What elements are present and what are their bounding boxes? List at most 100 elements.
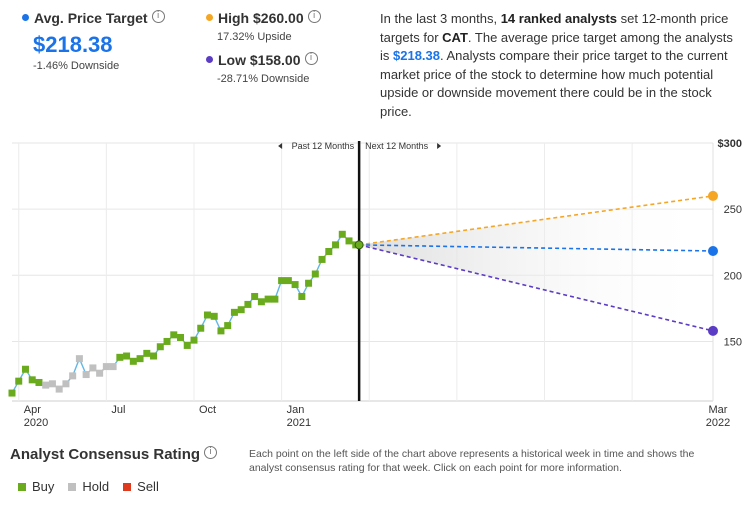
x-tick-label: Oct (199, 404, 216, 416)
rating-point-buy[interactable] (21, 365, 29, 373)
rating-point-buy[interactable] (123, 352, 131, 360)
rating-point-hold[interactable] (96, 369, 104, 377)
rating-point-buy[interactable] (177, 333, 185, 341)
para-analysts: 14 ranked analysts (500, 11, 618, 26)
rating-point-buy[interactable] (291, 281, 299, 289)
rating-point-buy[interactable] (217, 327, 225, 335)
rating-point-buy[interactable] (150, 352, 158, 360)
rating-point-buy[interactable] (311, 270, 319, 278)
para-text: . The average price target among the ana… (380, 29, 733, 64)
rating-point-buy[interactable] (116, 353, 124, 361)
rating-point-buy[interactable] (244, 300, 252, 308)
rating-point-buy[interactable] (203, 311, 211, 319)
next-12-months-label: Next 12 Months (365, 141, 429, 151)
price-target-chart: Past 12 Months Next 12 Months $300 250 200 15… (8, 138, 742, 429)
legend-sell: Sell (123, 479, 159, 494)
x-tick-label: Apr (24, 404, 41, 416)
rating-point-buy[interactable] (197, 324, 205, 332)
rating-point-buy[interactable] (318, 255, 326, 263)
x-tick-year: 2021 (287, 417, 311, 429)
rating-point-buy[interactable] (136, 355, 144, 363)
avg-price-target-label: Avg. Price Target (34, 10, 148, 26)
info-icon[interactable]: i (204, 446, 218, 460)
rating-point-buy[interactable] (298, 292, 306, 300)
projection-line-average (359, 244, 714, 252)
rating-point-buy[interactable] (210, 312, 218, 320)
para-text: . Analysts compare their price target to… (380, 48, 728, 119)
high-dot-icon (206, 14, 213, 22)
rating-point-buy[interactable] (156, 343, 164, 351)
rating-point-buy[interactable] (35, 378, 43, 386)
rating-point-buy[interactable] (345, 237, 353, 245)
rating-point-buy[interactable] (237, 306, 245, 314)
x-tick-year: 2020 (24, 417, 48, 429)
legend-buy-label: Buy (32, 479, 55, 494)
high-upside: 17.32% Upside (217, 31, 292, 43)
rating-point-buy[interactable] (183, 341, 191, 349)
buy-swatch-icon (18, 482, 26, 491)
info-icon[interactable]: i (307, 10, 321, 24)
projection-dot-average[interactable] (708, 245, 718, 256)
rating-point-buy[interactable] (224, 322, 232, 330)
rating-point-buy[interactable] (230, 308, 238, 316)
rating-point-buy[interactable] (143, 349, 151, 357)
low-price-target-block: Low $158.00 i -28.71% Downside (206, 52, 318, 85)
rating-point-buy[interactable] (305, 279, 313, 287)
summary-paragraph: In the last 3 months, 14 ranked analysts… (380, 10, 745, 121)
rating-point-buy[interactable] (190, 336, 198, 344)
rating-point-buy[interactable] (264, 295, 272, 303)
rating-point-buy[interactable] (28, 376, 36, 384)
rating-point-buy[interactable] (15, 377, 23, 385)
legend-hold-label: Hold (82, 479, 110, 494)
projection-line-high (359, 195, 714, 246)
y-tick-label: $300 (718, 138, 742, 150)
y-tick-label: 250 (724, 204, 742, 216)
rating-point-hold[interactable] (75, 355, 83, 363)
rating-point-buy[interactable] (338, 230, 346, 238)
legend-hold: Hold (68, 479, 109, 494)
price-line (11, 233, 357, 394)
arrow-right-icon (437, 143, 442, 149)
avg-price-target-value: $218.38 (33, 32, 113, 57)
projection-dot-high[interactable] (708, 190, 718, 201)
consensus-header: Analyst Consensus Rating i (10, 446, 218, 464)
consensus-title: Analyst Consensus Rating (10, 446, 201, 463)
rating-point-hold[interactable] (69, 372, 77, 380)
rating-point-buy[interactable] (170, 331, 178, 339)
para-text: set 12-month price targets for (380, 11, 729, 45)
rating-point-hold[interactable] (48, 380, 56, 388)
projection-dot-low[interactable] (708, 325, 718, 336)
y-tick-label: 200 (724, 270, 742, 282)
rating-point-buy[interactable] (271, 295, 279, 303)
x-tick-year: 2022 (706, 417, 730, 429)
legend-sell-label: Sell (137, 479, 159, 494)
rating-point-buy[interactable] (129, 357, 137, 365)
rating-point-hold[interactable] (55, 385, 63, 393)
rating-point-buy[interactable] (8, 389, 16, 397)
rating-point-hold[interactable] (62, 380, 70, 388)
avg-downside: -1.46% Downside (33, 60, 120, 72)
rating-point-buy[interactable] (257, 298, 265, 306)
rating-point-buy[interactable] (278, 277, 286, 285)
x-tick-label: Mar (709, 404, 728, 416)
current-price-dot[interactable] (354, 240, 364, 250)
rating-point-hold[interactable] (82, 371, 90, 379)
rating-point-hold[interactable] (42, 381, 50, 389)
avg-price-target-block: Avg. Price Target i $218.38 -1.46% Downsi… (22, 10, 165, 72)
info-icon[interactable]: i (304, 52, 318, 66)
legend-buy: Buy (18, 479, 54, 494)
rating-point-buy[interactable] (284, 277, 292, 285)
info-icon[interactable]: i (151, 10, 165, 24)
rating-point-buy[interactable] (332, 241, 340, 249)
rating-point-hold[interactable] (102, 363, 110, 371)
rating-point-hold[interactable] (109, 363, 117, 371)
low-downside: -28.71% Downside (217, 73, 310, 85)
high-price-target-block: High $260.00 i 17.32% Upside (206, 10, 321, 43)
rating-point-buy[interactable] (163, 337, 171, 345)
arrow-left-icon (278, 143, 283, 149)
rating-point-buy[interactable] (251, 292, 259, 300)
projection-line-low (358, 244, 714, 332)
rating-point-buy[interactable] (325, 247, 333, 255)
rating-point-hold[interactable] (89, 364, 97, 372)
rating-legend: Buy Hold Sell (18, 479, 173, 494)
